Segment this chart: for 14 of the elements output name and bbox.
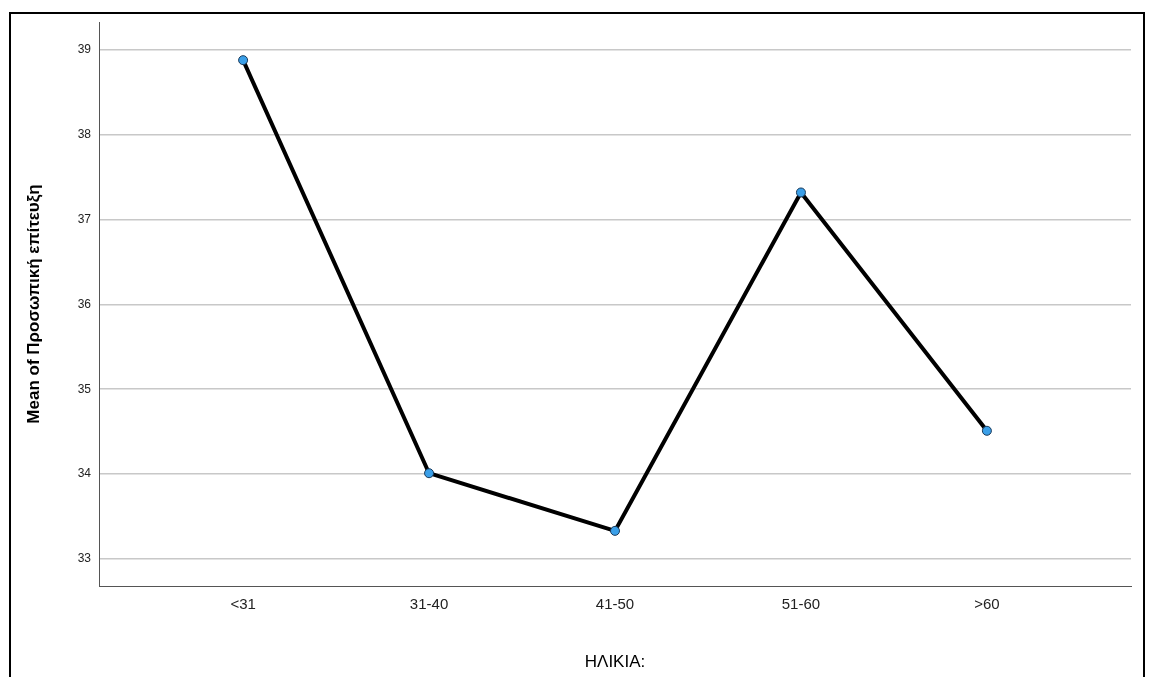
- y-tick-label: 39: [77, 42, 92, 57]
- x-axis-title: ΗΛΙΚΙΑ:: [584, 652, 646, 672]
- y-tick-label: 33: [77, 551, 92, 566]
- y-tick-label: 35: [77, 381, 92, 396]
- y-tick-label: 38: [77, 127, 92, 142]
- y-tick-label: 37: [77, 211, 92, 226]
- x-tick-label: >60: [974, 595, 1000, 613]
- y-axis-title: Mean of Προσωπική επίτευξη: [23, 184, 43, 424]
- x-tick-label: 31-40: [409, 595, 449, 613]
- y-tick-label: 34: [77, 466, 92, 481]
- x-tick-label: <31: [230, 595, 256, 613]
- x-tick-label: 51-60: [781, 595, 821, 613]
- x-tick-label: 41-50: [595, 595, 635, 613]
- y-tick-label: 36: [77, 296, 92, 311]
